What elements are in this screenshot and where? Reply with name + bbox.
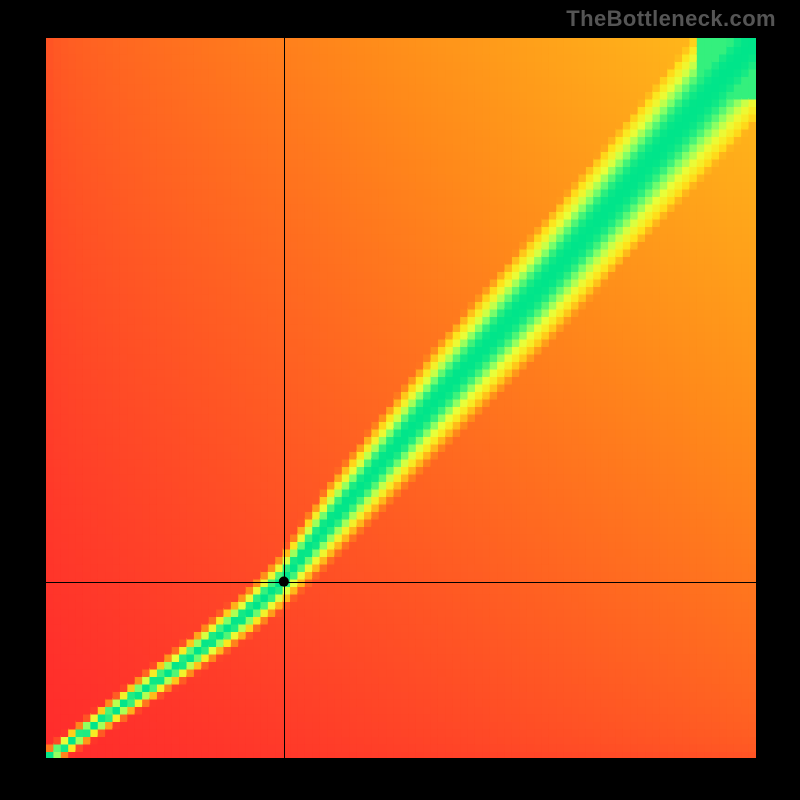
heatmap-canvas [46, 38, 756, 758]
watermark-text: TheBottleneck.com [566, 6, 776, 32]
chart-container: TheBottleneck.com [0, 0, 800, 800]
heatmap-frame [46, 38, 756, 758]
